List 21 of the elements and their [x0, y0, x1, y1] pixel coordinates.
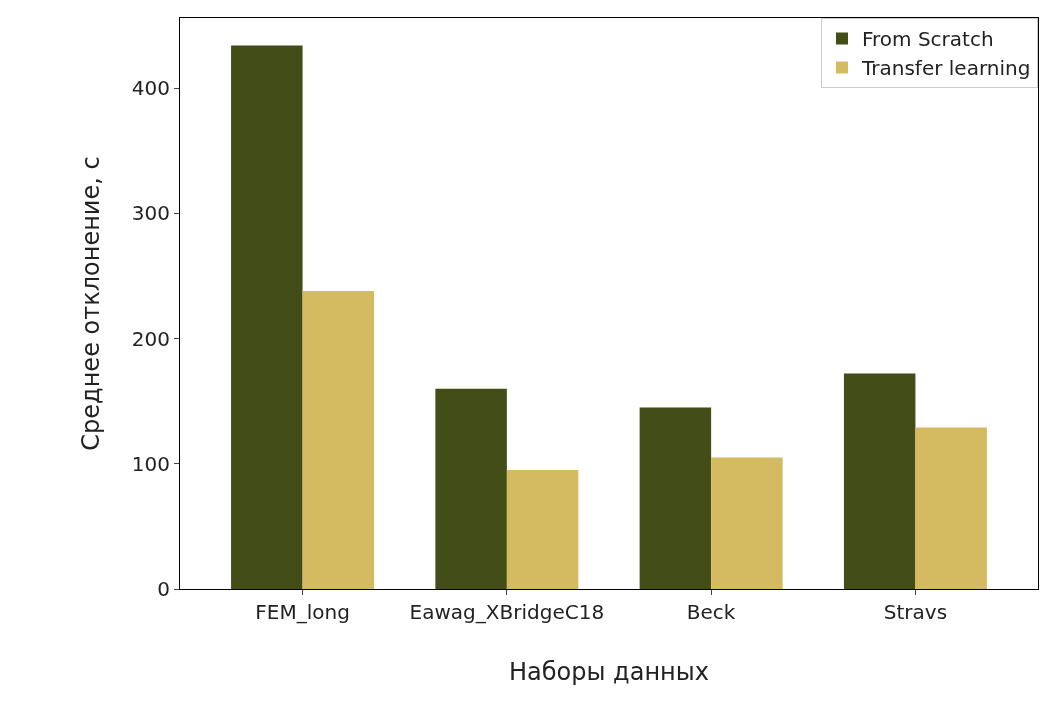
bar	[506, 470, 579, 589]
legend-label: From Scratch	[862, 27, 994, 52]
y-tick-label: 300	[131, 201, 170, 226]
y-tick-label: 200	[131, 326, 170, 351]
bar	[843, 373, 916, 589]
bar	[711, 457, 783, 589]
legend-label: Transfer learning	[861, 56, 1031, 81]
y-axis-title: Среднее отклонение, с	[76, 156, 105, 451]
bar	[231, 45, 303, 589]
x-tick-label: FEM_long	[255, 600, 350, 624]
x-axis-title: Наборы данных	[509, 658, 709, 687]
x-tick-label: Beck	[686, 600, 736, 624]
bar	[915, 427, 987, 589]
y-tick-label: 400	[131, 76, 170, 101]
bar	[639, 407, 712, 589]
x-tick-label: Eawag_XBridgeC18	[409, 600, 605, 624]
bar	[435, 388, 507, 589]
y-tick-label: 0	[157, 577, 170, 601]
bar	[302, 290, 375, 589]
x-tick-label: Stravs	[883, 600, 948, 624]
y-tick-label: 100	[131, 451, 170, 476]
